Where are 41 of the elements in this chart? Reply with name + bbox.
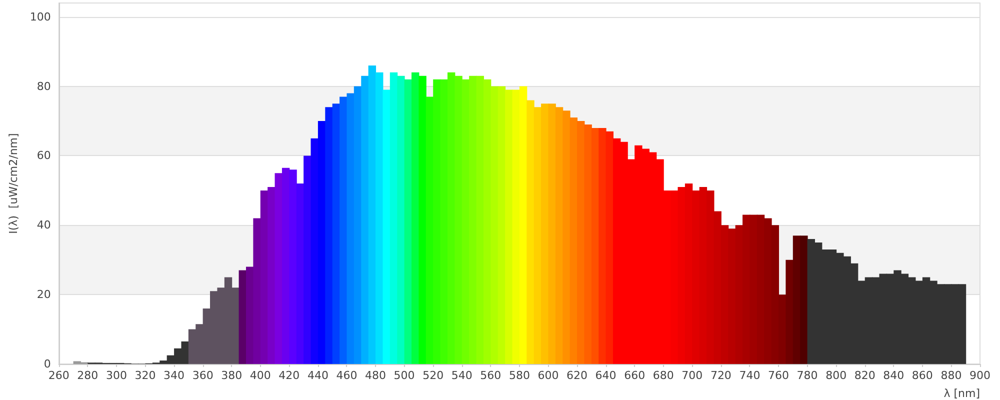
x-tick-label: 360 bbox=[192, 369, 214, 382]
x-tick-label: 580 bbox=[508, 369, 530, 382]
y-axis-title: I(λ) [uW/cm2/nm] bbox=[7, 133, 20, 234]
x-tick-label: 600 bbox=[538, 369, 559, 382]
x-tick-label: 900 bbox=[970, 369, 990, 382]
x-tick-label: 280 bbox=[77, 369, 98, 382]
x-tick-label: 260 bbox=[48, 369, 70, 382]
y-tick-label: 20 bbox=[36, 288, 51, 302]
x-tick-label: 340 bbox=[164, 369, 185, 382]
x-tick-label: 840 bbox=[883, 369, 904, 382]
x-tick-label: 540 bbox=[451, 369, 472, 382]
y-tick-label: 60 bbox=[36, 149, 51, 162]
x-tick-label: 700 bbox=[682, 369, 703, 382]
x-tick-label: 620 bbox=[566, 369, 588, 382]
x-axis-title: λ [nm] bbox=[944, 387, 980, 400]
x-tick-label: 500 bbox=[394, 369, 415, 382]
x-tick-label: 760 bbox=[768, 369, 790, 382]
x-tick-label: 440 bbox=[307, 369, 328, 382]
x-tick-label: 300 bbox=[106, 369, 127, 382]
x-tick-label: 320 bbox=[134, 369, 156, 382]
x-tick-label: 400 bbox=[250, 369, 271, 382]
x-tick-label: 380 bbox=[221, 369, 242, 382]
x-tick-label: 660 bbox=[624, 369, 646, 382]
y-tick-label: 40 bbox=[36, 218, 51, 232]
x-tick-label: 820 bbox=[854, 369, 876, 382]
x-tick-label: 680 bbox=[652, 369, 674, 382]
x-tick-label: 520 bbox=[422, 369, 444, 382]
x-tick-label: 800 bbox=[826, 369, 847, 382]
y-tick-label: 80 bbox=[36, 80, 51, 93]
x-tick-label: 740 bbox=[739, 369, 760, 382]
x-tick-label: 420 bbox=[278, 369, 300, 382]
x-tick-label: 720 bbox=[710, 369, 732, 382]
x-tick-label: 880 bbox=[940, 369, 962, 382]
x-tick-label: 640 bbox=[595, 369, 616, 382]
x-tick-label: 480 bbox=[365, 369, 386, 382]
x-tick-label: 860 bbox=[912, 369, 933, 382]
y-tick-label: 0 bbox=[44, 358, 51, 370]
x-tick-label: 560 bbox=[480, 369, 502, 382]
x-tick-label: 780 bbox=[796, 369, 818, 382]
y-tick-label: 100 bbox=[30, 10, 51, 24]
x-tick-label: 460 bbox=[336, 369, 358, 382]
